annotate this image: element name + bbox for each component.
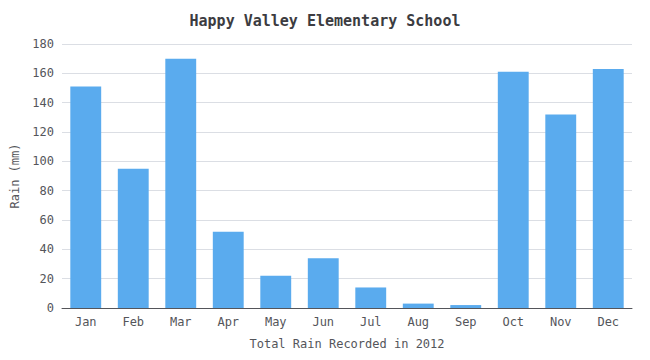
svg-text:180: 180 bbox=[32, 37, 54, 51]
svg-text:Nov: Nov bbox=[550, 315, 572, 329]
svg-text:Rain (mm): Rain (mm) bbox=[8, 143, 22, 208]
svg-text:60: 60 bbox=[40, 213, 54, 227]
svg-text:Jun: Jun bbox=[312, 315, 334, 329]
svg-text:Happy Valley Elementary School: Happy Valley Elementary School bbox=[190, 12, 461, 30]
svg-text:140: 140 bbox=[32, 96, 54, 110]
svg-text:160: 160 bbox=[32, 66, 54, 80]
svg-text:Jul: Jul bbox=[360, 315, 382, 329]
svg-text:Mar: Mar bbox=[170, 315, 192, 329]
svg-text:100: 100 bbox=[32, 154, 54, 168]
svg-text:0: 0 bbox=[47, 301, 54, 315]
svg-text:Sep: Sep bbox=[455, 315, 477, 329]
svg-text:40: 40 bbox=[40, 242, 54, 256]
svg-text:Total Rain Recorded in 2012: Total Rain Recorded in 2012 bbox=[249, 337, 444, 351]
svg-text:Jan: Jan bbox=[75, 315, 97, 329]
svg-text:Apr: Apr bbox=[217, 315, 239, 329]
svg-text:Dec: Dec bbox=[597, 315, 619, 329]
svg-text:Aug: Aug bbox=[407, 315, 429, 329]
svg-text:Feb: Feb bbox=[122, 315, 144, 329]
svg-text:May: May bbox=[265, 315, 287, 329]
svg-text:80: 80 bbox=[40, 184, 54, 198]
svg-text:Oct: Oct bbox=[502, 315, 524, 329]
svg-text:20: 20 bbox=[40, 272, 54, 286]
svg-text:120: 120 bbox=[32, 125, 54, 139]
